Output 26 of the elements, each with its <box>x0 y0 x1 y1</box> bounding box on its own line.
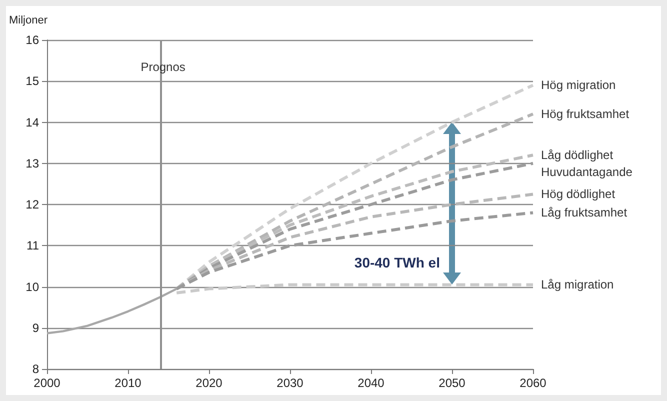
y-tick-label: 13 <box>26 156 40 170</box>
series-label: Hög dödlighet <box>541 187 616 202</box>
x-tick-label: 2060 <box>520 376 547 390</box>
y-tick-label: 16 <box>26 33 40 47</box>
series-label: Låg migration <box>541 278 614 292</box>
ref-line-label: Prognos <box>140 60 186 74</box>
x-tick-label: 2050 <box>438 376 466 390</box>
series-label: Låg fruktsamhet <box>541 206 628 220</box>
y-tick-label: 11 <box>26 238 40 253</box>
y-tick-label: 10 <box>26 280 40 294</box>
series-label: Huvudantagande <box>541 165 633 180</box>
y-axis-title: Miljoner <box>9 14 48 26</box>
x-tick-label: 2010 <box>114 376 142 390</box>
x-tick-label: 2030 <box>276 376 304 390</box>
y-tick-label: 8 <box>32 362 40 376</box>
series-label: Låg dödlighet <box>541 148 614 162</box>
y-tick-label: 15 <box>26 74 40 88</box>
y-tick-label: 14 <box>26 115 40 130</box>
y-tick-label: 12 <box>26 198 40 212</box>
x-tick-label: 2000 <box>34 376 61 390</box>
series-label: Hög migration <box>541 78 616 92</box>
y-tick-label: 9 <box>32 320 40 335</box>
series-label: Hög fruktsamhet <box>541 107 630 122</box>
x-tick-label: 2020 <box>196 376 223 390</box>
annotation: 30-40 TWh el <box>354 254 440 271</box>
x-tick-label: 2040 <box>358 376 385 390</box>
